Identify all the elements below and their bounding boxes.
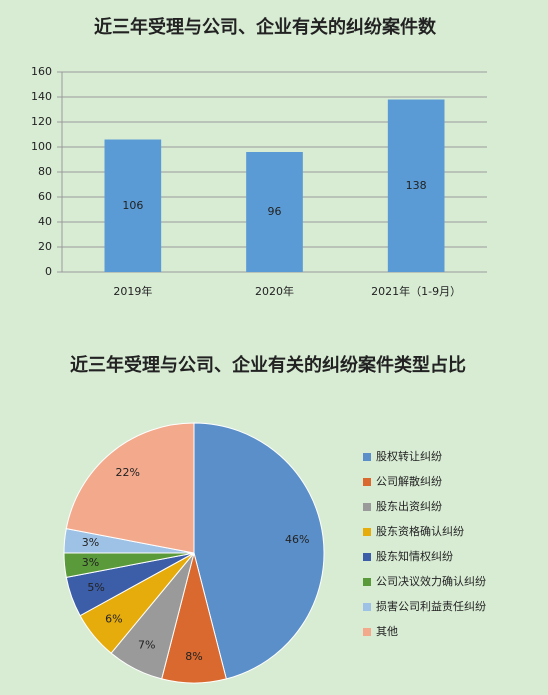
data-label: 5%	[87, 581, 104, 594]
data-label: 96	[268, 205, 282, 218]
data-label: 7%	[138, 639, 155, 652]
legend-label: 公司决议效力确认纠纷	[376, 574, 486, 588]
legend-swatch	[363, 553, 371, 561]
y-tick-label: 20	[38, 240, 52, 253]
data-label: 8%	[185, 650, 202, 663]
legend-swatch	[363, 578, 371, 586]
data-label: 3%	[82, 556, 99, 569]
y-tick-label: 100	[31, 140, 52, 153]
legend-swatch	[363, 528, 371, 536]
legend-label: 股权转让纠纷	[376, 449, 442, 463]
y-tick-label: 60	[38, 190, 52, 203]
legend-label: 股东知情权纠纷	[376, 549, 453, 563]
legend-swatch	[363, 478, 371, 486]
legend-swatch	[363, 503, 371, 511]
legend-swatch	[363, 628, 371, 636]
legend-label: 公司解散纠纷	[376, 474, 442, 488]
legend-label: 股东出资纠纷	[376, 499, 442, 513]
legend-label: 其他	[376, 625, 398, 638]
chart-title: 近三年受理与公司、企业有关的纠纷案件数	[94, 16, 437, 38]
legend-label: 股东资格确认纠纷	[376, 524, 464, 538]
y-tick-label: 40	[38, 215, 52, 228]
legend-swatch	[363, 603, 371, 611]
bar	[246, 152, 303, 272]
data-label: 3%	[82, 536, 99, 549]
data-label: 106	[122, 199, 143, 212]
x-tick-label: 2020年	[255, 284, 294, 298]
bar	[387, 99, 445, 272]
y-tick-label: 160	[31, 65, 52, 78]
pie-slice	[193, 422, 325, 680]
data-label: 22%	[115, 466, 139, 479]
data-label: 46%	[285, 533, 309, 546]
bar	[104, 139, 162, 272]
legend-swatch	[363, 453, 371, 461]
data-label: 6%	[105, 612, 122, 625]
y-tick-label: 120	[31, 115, 52, 128]
y-tick-label: 140	[31, 90, 52, 103]
pie-slice	[65, 422, 195, 554]
y-tick-label: 80	[38, 165, 52, 178]
chart-title: 近三年受理与公司、企业有关的纠纷案件类型占比	[70, 354, 466, 376]
x-tick-label: 2021年（1-9月）	[371, 284, 461, 298]
x-tick-label: 2019年	[113, 284, 152, 298]
legend-label: 损害公司利益责任纠纷	[376, 599, 486, 613]
data-label: 138	[406, 179, 427, 192]
y-tick-label: 0	[45, 265, 52, 278]
